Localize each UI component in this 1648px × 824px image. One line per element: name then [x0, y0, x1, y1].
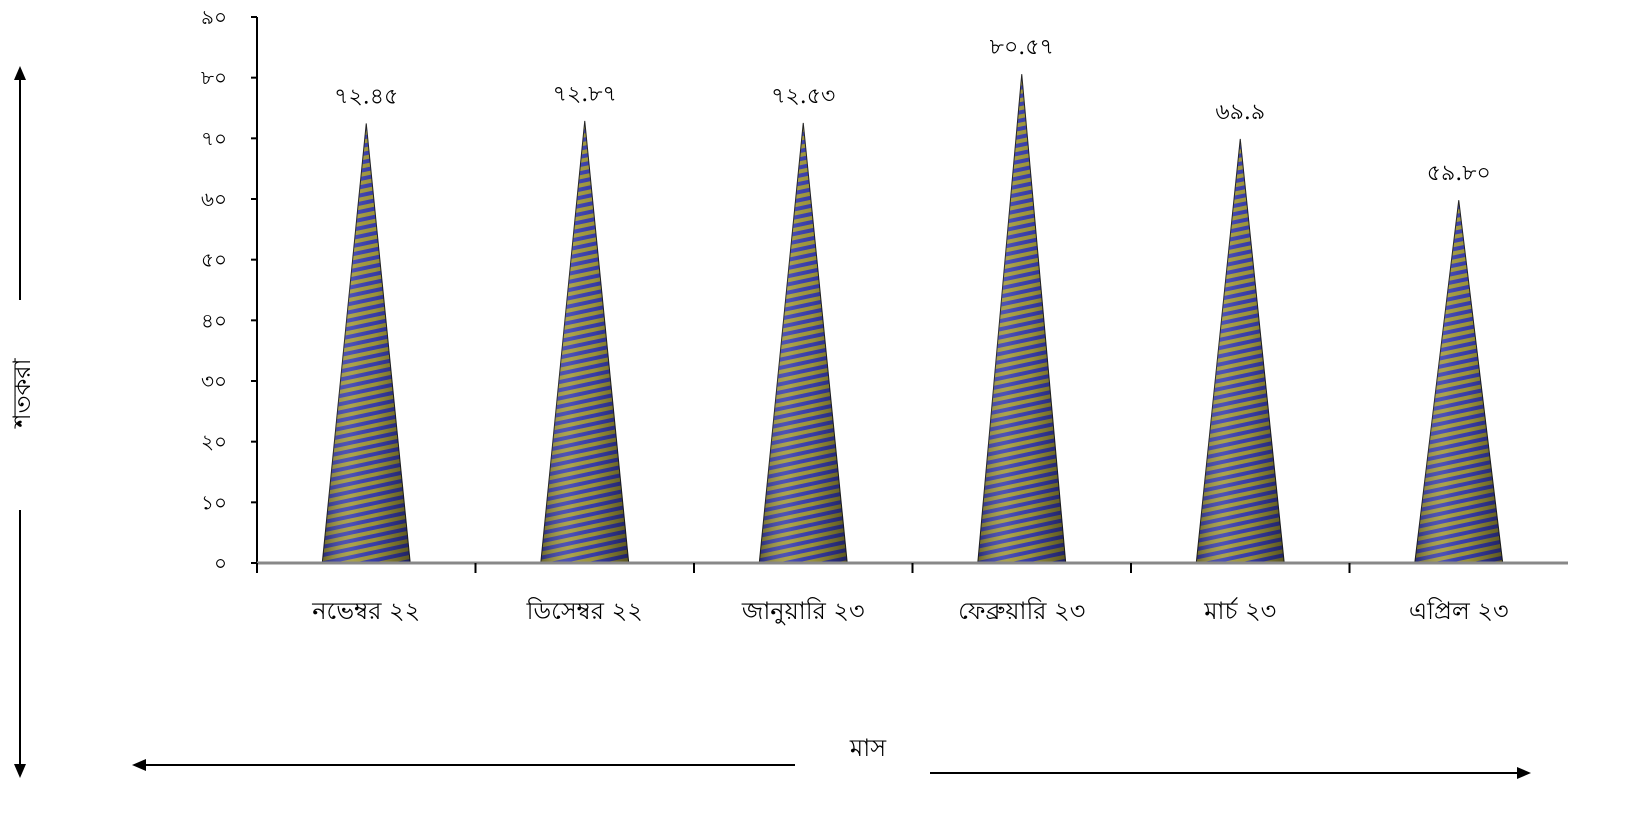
bar-cone-shading: [977, 74, 1066, 563]
x-tick-label: এপ্রিল ২৩: [1409, 597, 1509, 625]
x-axis-title-group: মাস: [132, 734, 1531, 779]
x-tick-label: মার্চ ২৩: [1203, 596, 1276, 625]
y-tick-label: ৬০: [201, 187, 227, 211]
y-tick-label: ০: [214, 551, 227, 575]
y-tick-label: ৯০: [201, 5, 227, 29]
y-tick-label: ৪০: [201, 308, 227, 332]
y-tick-label: ৩০: [201, 369, 227, 393]
x-tick-label: ডিসেম্বর ২২: [526, 597, 643, 625]
data-label: ৫৯.৮০: [1427, 161, 1491, 186]
x-tick-label: ফেব্রুয়ারি ২৩: [958, 597, 1085, 625]
x-axis-title: মাস: [849, 734, 887, 762]
data-label: ৮০.৫৭: [990, 35, 1054, 60]
y-tick-label: ৮০: [201, 66, 227, 90]
x-tick-label: জানুয়ারি ২৩: [741, 597, 865, 625]
bar-cone-shading: [759, 122, 848, 563]
y-tick-label: ৫০: [201, 248, 227, 272]
y-tick-label: ১০: [201, 490, 227, 514]
x-tick-label: নভেম্বর ২২: [311, 597, 420, 625]
plot-area: ০ ১০ ২০ ৩০ ৪০ ৫০ ৬০ ৭০ ৮০ ৯০ ৭২.৪৫ নভেম্বর ২২ ৭২.৮৭ ড…: [201, 5, 1568, 625]
y-axis-title-group: শতকরা: [8, 66, 36, 778]
data-label: ৭২.৮৭: [553, 82, 617, 107]
data-label: ৭২.৫৩: [771, 84, 835, 109]
bar-cone-shading: [1414, 200, 1503, 564]
data-label: ৭২.৪৫: [334, 84, 398, 109]
y-tick-label: ২০: [201, 430, 227, 454]
data-label: ৬৯.৯: [1215, 100, 1265, 125]
x-axis-right-arrow-icon: [1517, 767, 1531, 779]
y-tick-label: ৭০: [201, 126, 227, 150]
y-axis-down-arrow-icon: [14, 764, 26, 778]
bar-cone-shading: [1196, 138, 1285, 563]
y-axis-up-arrow-icon: [14, 66, 26, 80]
bar-cone-shading: [540, 120, 629, 563]
bar-cone-shading: [322, 123, 411, 563]
y-axis-title: শতকরা: [8, 357, 36, 428]
x-axis-left-arrow-icon: [132, 759, 146, 771]
